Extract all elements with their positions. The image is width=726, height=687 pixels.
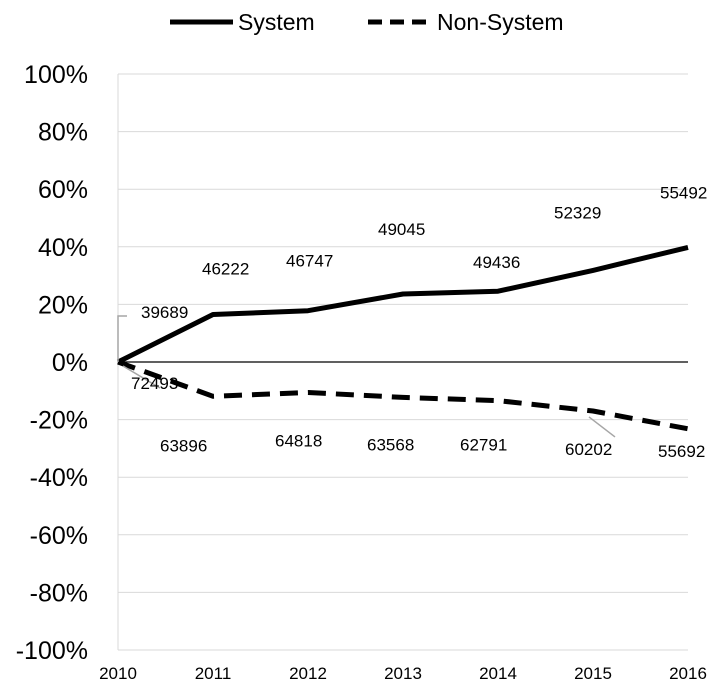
y-tick-label: 40%	[38, 234, 88, 262]
axes	[117, 74, 688, 651]
data-labels: 39689 46222 46747 49045 49436 52329 55492 72493…	[131, 183, 707, 460]
data-label: 55492	[660, 183, 707, 202]
leader-line	[117, 315, 127, 362]
data-label: 63568	[367, 435, 414, 454]
data-label: 72493	[131, 374, 178, 393]
x-tick-label: 2013	[384, 664, 422, 683]
x-tick-label: 2015	[574, 664, 612, 683]
x-tick-label: 2012	[289, 664, 327, 683]
y-tick-label: 0%	[52, 349, 88, 377]
data-label: 63896	[160, 436, 207, 455]
legend-label-system: System	[238, 9, 315, 35]
gridlines	[118, 73, 688, 593]
data-label: 46222	[202, 259, 249, 278]
legend: System Non-System	[170, 9, 564, 35]
data-label: 49045	[378, 220, 425, 239]
y-tick-label: -100%	[16, 637, 88, 665]
x-tick-label: 2011	[195, 664, 232, 683]
x-axis-tick-labels: 2010 2011 2012 2013 2014 2015 2016	[99, 664, 707, 683]
series-lines	[116, 244, 689, 432]
data-label: 60202	[565, 440, 612, 459]
series-line-system	[116, 244, 689, 365]
y-axis-tick-labels: 100% 80% 60% 40% 20% 0% -20% -40% -60% -80% -100%	[16, 61, 88, 665]
data-label: 46747	[286, 252, 333, 271]
data-label: 64818	[275, 432, 322, 451]
label-leader-lines	[117, 315, 616, 438]
y-tick-label: 20%	[38, 291, 88, 319]
y-tick-label: -40%	[30, 464, 88, 492]
y-tick-label: -60%	[30, 522, 88, 550]
leader-line	[122, 365, 161, 389]
data-label: 39689	[141, 303, 188, 322]
y-tick-label: 60%	[38, 176, 88, 204]
data-label: 55692	[658, 442, 705, 461]
series-line-non-system	[117, 359, 689, 432]
y-tick-label: 100%	[24, 61, 88, 89]
x-tick-label: 2010	[99, 664, 137, 683]
y-tick-label: 80%	[38, 119, 88, 147]
y-tick-label: -20%	[30, 407, 88, 435]
data-label: 52329	[554, 203, 601, 222]
data-label: 49436	[473, 253, 520, 272]
leader-line	[588, 416, 616, 438]
y-tick-label: -80%	[30, 579, 88, 607]
data-label: 62791	[460, 436, 507, 455]
x-tick-label: 2014	[479, 664, 517, 683]
x-tick-label: 2016	[669, 664, 707, 683]
legend-label-non-system: Non-System	[437, 9, 564, 35]
